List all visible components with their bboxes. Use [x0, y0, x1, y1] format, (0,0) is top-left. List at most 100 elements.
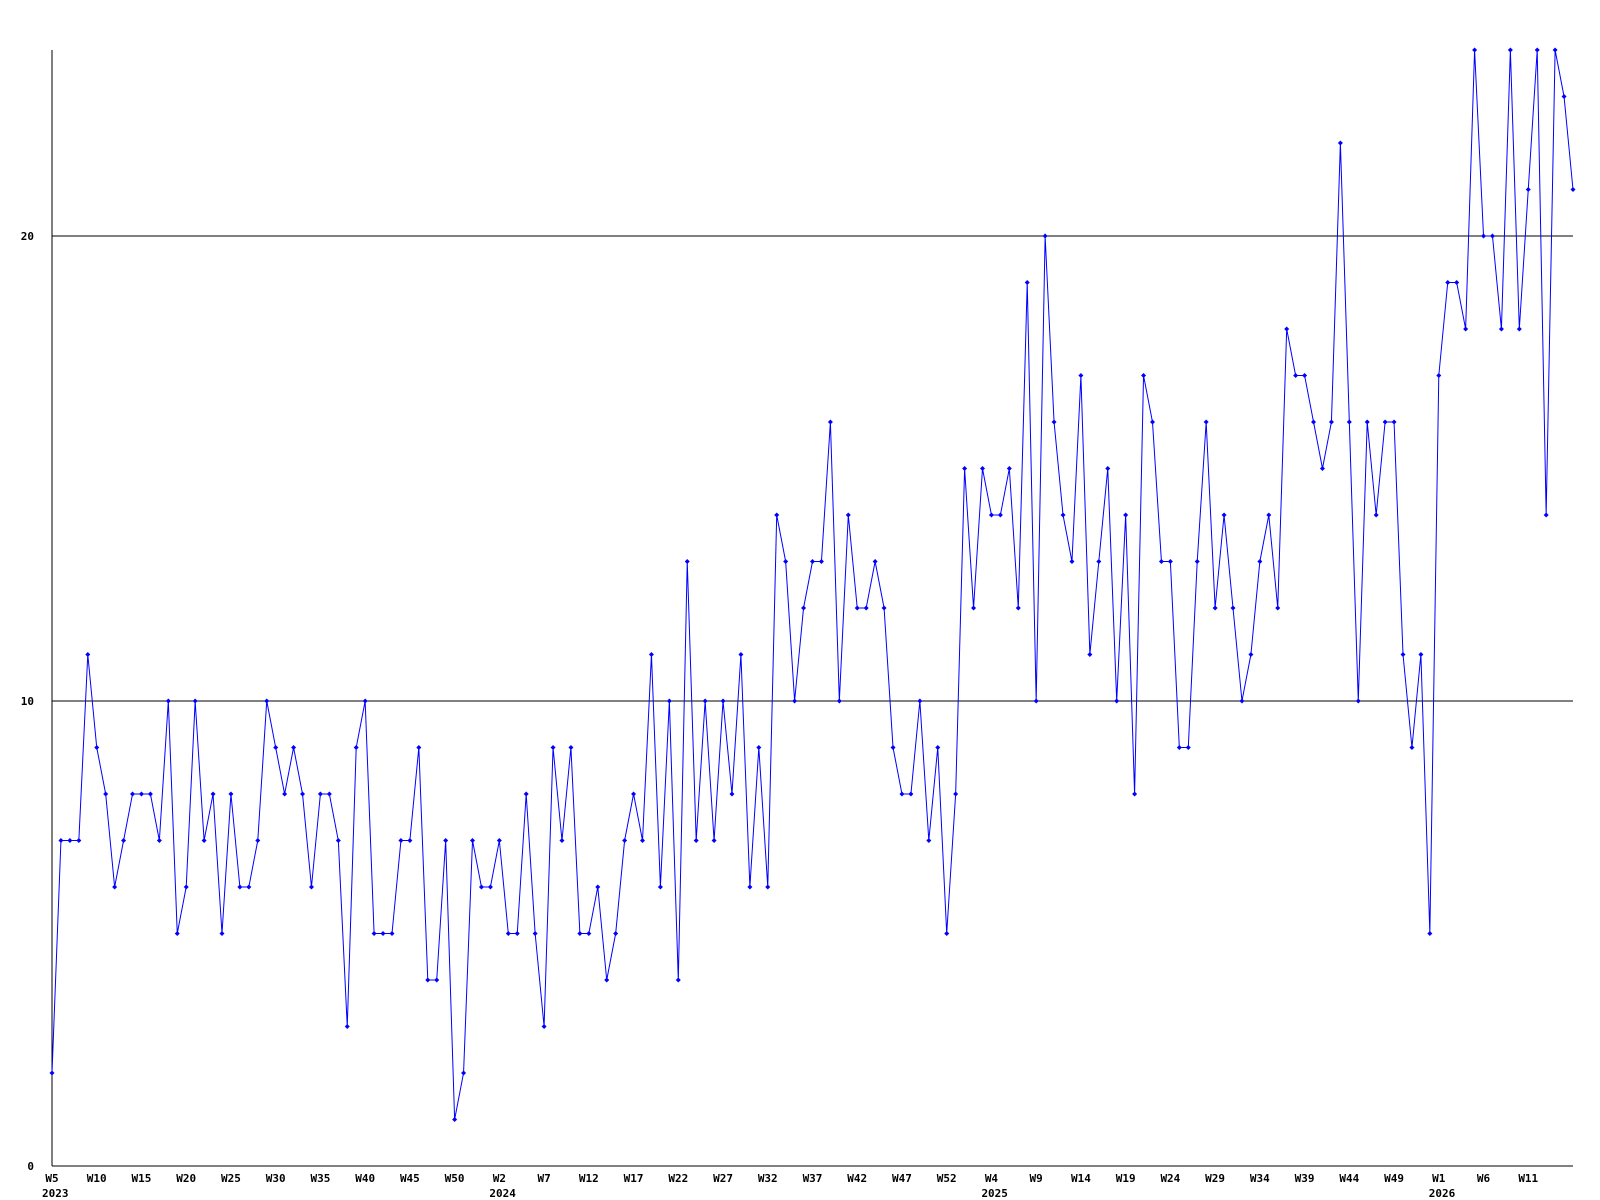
data-point	[917, 698, 923, 704]
data-point	[85, 652, 91, 657]
x-tick-label: W35	[310, 1172, 330, 1185]
data-point	[845, 512, 851, 518]
x-tick-label: W15	[132, 1172, 152, 1185]
data-point	[604, 977, 610, 983]
x-tick-label: W2	[493, 1172, 506, 1185]
x-tick-label: W1	[1432, 1172, 1446, 1185]
data-point	[720, 698, 726, 704]
data-point	[470, 838, 476, 843]
data-point	[890, 745, 896, 750]
data-point	[1114, 698, 1120, 704]
x-tick-label: W11	[1518, 1172, 1538, 1185]
data-point	[684, 559, 690, 564]
data-point	[174, 931, 180, 936]
data-point	[1212, 605, 1218, 611]
data-point	[997, 512, 1003, 518]
data-point	[300, 791, 306, 797]
data-point	[1337, 140, 1343, 146]
data-point	[416, 745, 422, 750]
data-point	[1418, 652, 1424, 657]
data-point	[1158, 559, 1164, 564]
data-point	[1481, 233, 1487, 239]
data-point	[1552, 47, 1558, 53]
x-tick-label: W24	[1160, 1172, 1180, 1185]
data-point	[1149, 419, 1155, 425]
data-point	[282, 791, 288, 797]
data-point	[201, 838, 207, 843]
data-point	[183, 884, 189, 890]
data-point	[121, 838, 127, 843]
x-tick-label: W6	[1477, 1172, 1491, 1185]
data-point	[505, 931, 511, 936]
data-point	[1203, 419, 1209, 425]
x-tick-label: W44	[1339, 1172, 1359, 1185]
x-year-label: 2025	[981, 1187, 1008, 1200]
data-point	[881, 605, 887, 611]
data-point	[138, 791, 144, 797]
x-tick-label: W14	[1071, 1172, 1091, 1185]
data-point	[255, 838, 261, 843]
data-point	[1230, 605, 1236, 611]
y-tick-label: 0	[27, 1160, 34, 1173]
data-point	[317, 791, 323, 797]
data-point	[156, 838, 162, 843]
data-point	[1275, 605, 1281, 611]
data-point	[1525, 187, 1531, 192]
data-point	[389, 931, 395, 936]
data-point	[49, 1070, 55, 1076]
data-point	[863, 605, 869, 611]
data-point	[1355, 698, 1361, 704]
data-point	[273, 745, 279, 750]
data-point	[1302, 373, 1308, 378]
data-point	[1248, 652, 1254, 657]
data-point	[1463, 326, 1469, 332]
data-point	[756, 745, 762, 750]
data-point	[541, 1024, 547, 1029]
data-point	[1561, 94, 1567, 99]
data-point	[577, 931, 583, 936]
data-point	[1534, 47, 1540, 53]
data-point	[1454, 280, 1460, 285]
data-point	[1132, 791, 1138, 797]
data-point	[1257, 559, 1263, 564]
data-point	[1319, 466, 1325, 471]
data-point	[622, 838, 628, 843]
data-point	[774, 512, 780, 518]
data-point	[514, 931, 520, 936]
y-tick-label: 10	[21, 695, 34, 708]
x-tick-label: W45	[400, 1172, 420, 1185]
data-point	[944, 931, 950, 936]
x-tick-label: W47	[892, 1172, 912, 1185]
data-point	[425, 977, 431, 983]
data-point	[1373, 512, 1379, 518]
x-year-label: 2023	[42, 1187, 69, 1200]
data-point	[1516, 326, 1522, 332]
data-point	[702, 698, 708, 704]
data-point	[1194, 559, 1200, 564]
x-tick-label: W32	[758, 1172, 778, 1185]
data-point	[147, 791, 153, 797]
data-point	[971, 605, 977, 611]
data-point	[818, 559, 824, 564]
data-point	[1284, 326, 1290, 332]
data-point	[1472, 47, 1478, 53]
x-year-label: 2024	[489, 1187, 516, 1200]
data-point	[550, 745, 556, 750]
data-point	[1507, 47, 1513, 53]
data-point	[407, 838, 413, 843]
data-point	[1445, 280, 1451, 285]
x-tick-label: W34	[1250, 1172, 1270, 1185]
data-point	[58, 838, 64, 843]
x-tick-label: W39	[1295, 1172, 1315, 1185]
data-point	[595, 884, 601, 890]
data-point	[1364, 419, 1370, 425]
data-point	[559, 838, 565, 843]
data-point	[631, 791, 637, 797]
data-point	[568, 745, 574, 750]
data-point	[1543, 512, 1549, 518]
data-point	[103, 791, 109, 797]
x-tick-label: W12	[579, 1172, 599, 1185]
data-point	[1391, 419, 1397, 425]
